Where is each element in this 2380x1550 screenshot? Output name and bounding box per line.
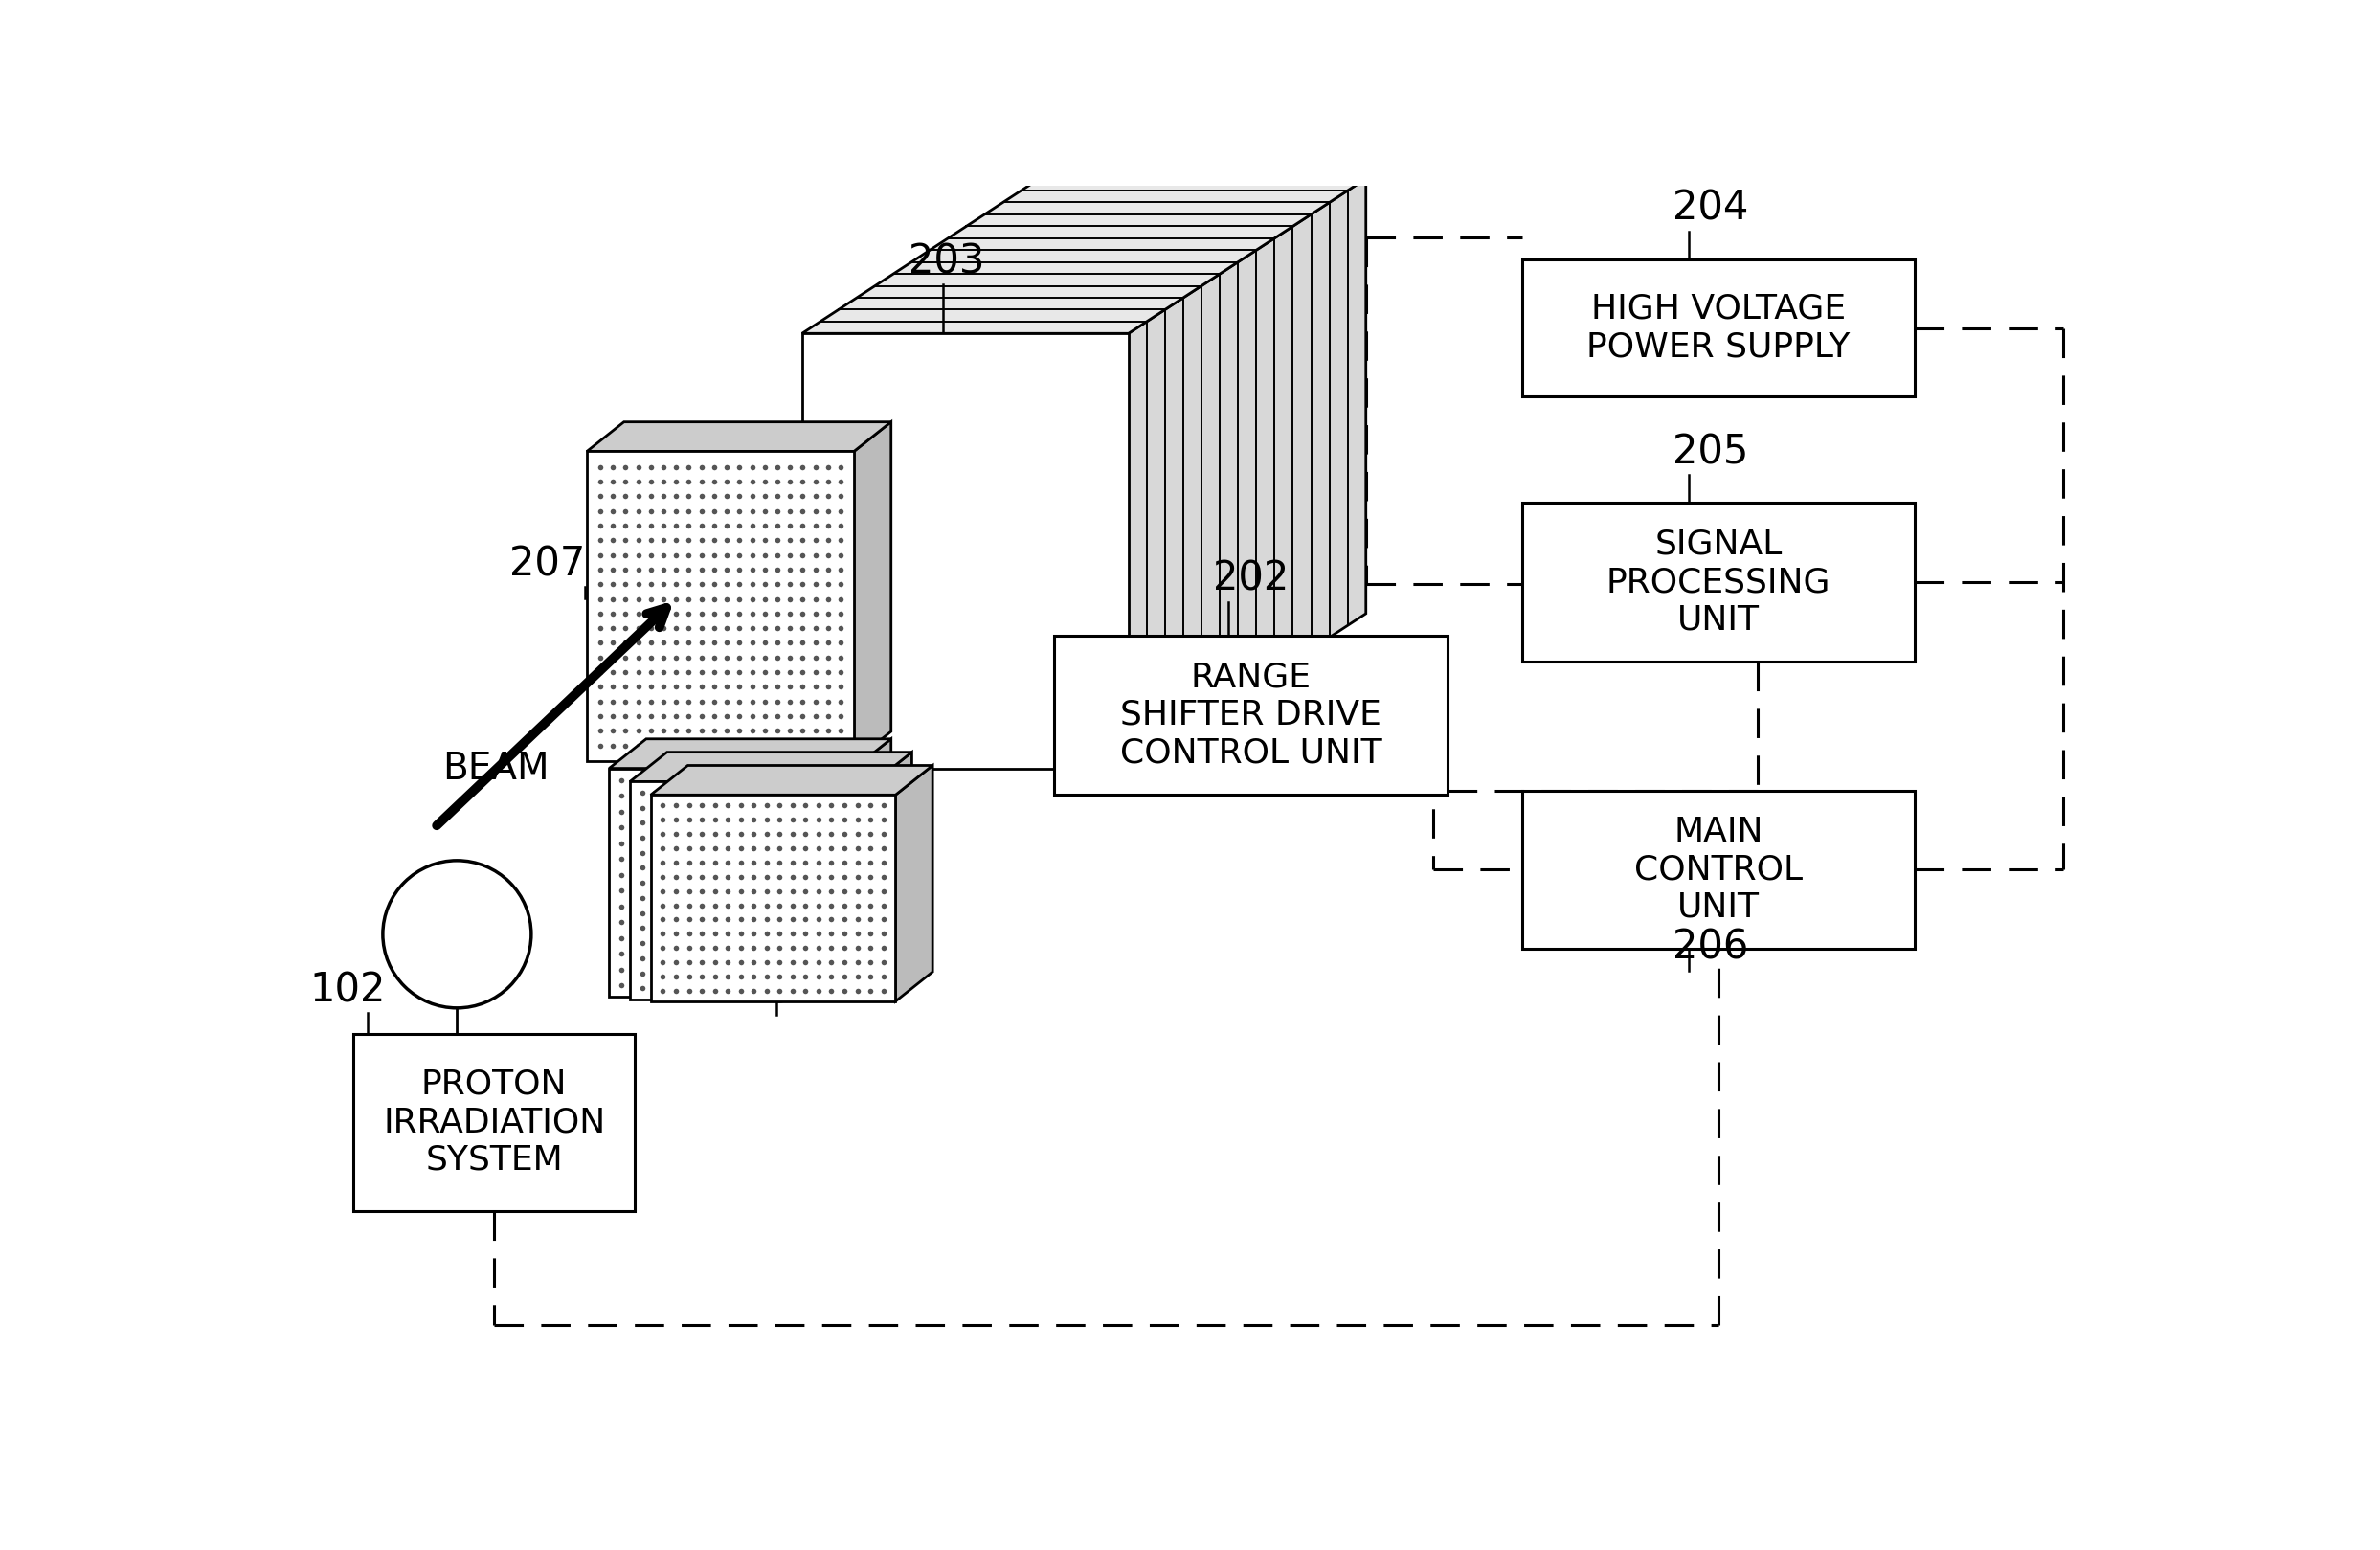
Text: SIGNAL
PROCESSING
UNIT: SIGNAL PROCESSING UNIT [1607,529,1830,636]
Text: 205: 205 [1673,432,1749,473]
Polygon shape [1128,178,1366,769]
Text: PROTON
IRRADIATION
SYSTEM: PROTON IRRADIATION SYSTEM [383,1068,605,1176]
Polygon shape [650,795,895,1001]
Polygon shape [802,333,1128,769]
Text: 203: 203 [909,242,985,282]
Text: BEAM: BEAM [443,750,550,786]
Text: 206: 206 [1673,927,1749,967]
Text: 201: 201 [743,972,819,1012]
Polygon shape [631,752,912,781]
Text: 202: 202 [1214,558,1290,598]
Bar [1054,636,1447,794]
Text: RANGE
SHIFTER DRIVE
CONTROL UNIT: RANGE SHIFTER DRIVE CONTROL UNIT [1121,660,1383,769]
Circle shape [383,860,531,1007]
Polygon shape [876,752,912,1000]
Text: HIGH VOLTAGE
POWER SUPPLY: HIGH VOLTAGE POWER SUPPLY [1587,293,1849,363]
Polygon shape [609,769,854,997]
Bar [1521,791,1916,949]
Polygon shape [854,739,890,997]
Polygon shape [588,422,890,451]
Bar [352,1034,635,1211]
Text: 204: 204 [1673,189,1749,229]
Text: MAIN
CONTROL
UNIT: MAIN CONTROL UNIT [1635,815,1802,924]
Polygon shape [650,766,933,795]
Polygon shape [631,781,876,1000]
Text: 102: 102 [309,970,386,1011]
Polygon shape [802,178,1366,333]
Polygon shape [588,451,854,761]
Polygon shape [854,422,890,761]
Bar [1521,260,1916,397]
Polygon shape [895,766,933,1001]
Bar [1521,504,1916,662]
Text: 207: 207 [509,544,585,584]
Polygon shape [609,739,890,769]
